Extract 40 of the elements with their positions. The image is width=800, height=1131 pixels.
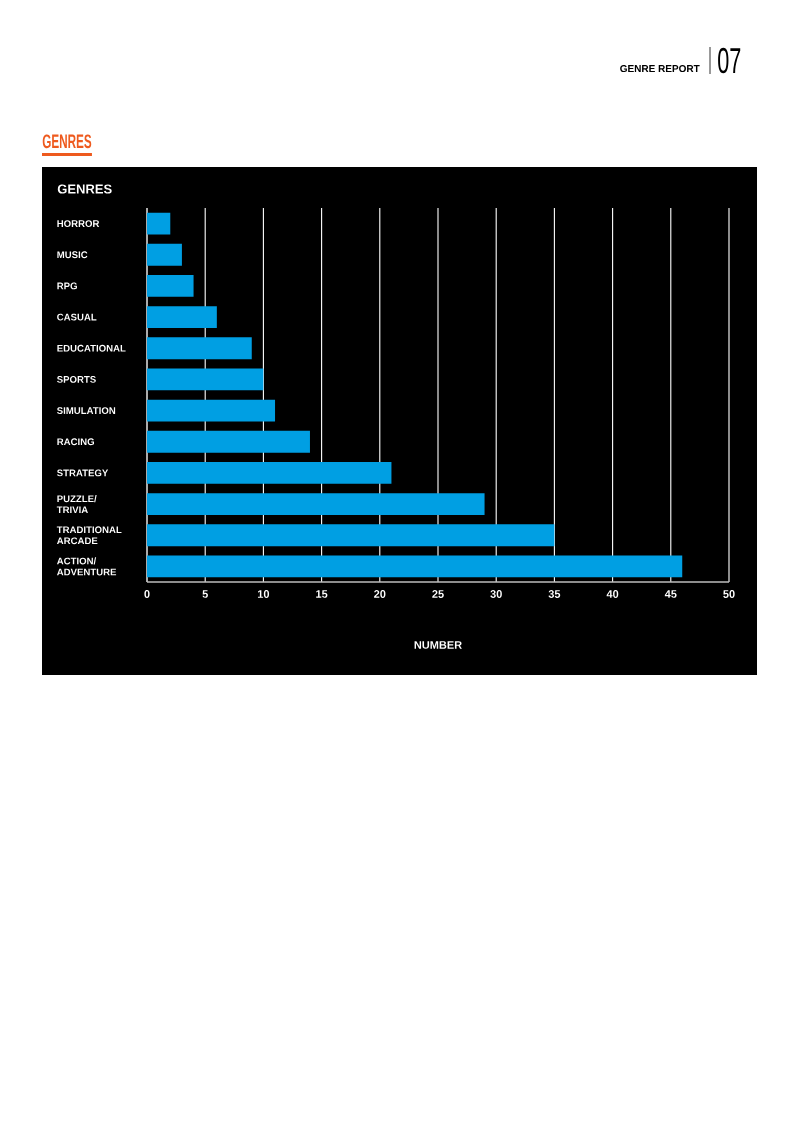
bar [147, 337, 252, 360]
chart-title: GENRES [42, 134, 92, 149]
x-axis-title: NUMBER [414, 641, 462, 649]
bar [147, 399, 276, 422]
bar [147, 493, 485, 515]
y-tick-label: RPG [57, 282, 77, 290]
x-tick-label: 0 [144, 590, 150, 598]
y-tick-label: PUZZLE/TRIVIA [56, 495, 97, 514]
bar [147, 524, 555, 547]
bar [147, 306, 217, 328]
x-tick-label: 10 [257, 590, 270, 598]
y-tick-label: MUSIC [57, 251, 88, 259]
x-tick-label: 50 [723, 590, 735, 598]
bar [147, 275, 194, 297]
bar [147, 368, 264, 391]
y-tick-label: SPORTS [57, 376, 96, 383]
x-tick-label: 35 [548, 590, 561, 598]
text: 07 [718, 47, 741, 74]
bar [147, 462, 392, 484]
bar [147, 430, 310, 453]
y-tick-label: TRADITIONAL ARCADE [56, 526, 122, 545]
y-tick-label: CASUAL [57, 313, 97, 321]
x-tick-label: 20 [374, 590, 386, 598]
bar [147, 243, 182, 266]
y-tick-label: RACING [57, 438, 95, 446]
x-tick-label: 15 [316, 590, 328, 598]
bar [147, 555, 683, 578]
x-tick-label: 5 [202, 590, 208, 598]
x-tick-label: 45 [664, 590, 677, 598]
y-tick-label: EDUCATIONAL [57, 344, 126, 352]
y-tick-label: ACTION/ADVENTURE [56, 557, 117, 576]
y-tick-label: HORROR [57, 220, 100, 227]
y-tick-label: SIMULATION [57, 407, 116, 414]
y-tick-label: STRATEGY [57, 469, 109, 477]
x-tick-label: 25 [432, 590, 444, 598]
x-tick-label: 30 [490, 590, 502, 598]
x-tick-label: 40 [606, 590, 619, 598]
bar [147, 212, 171, 235]
y-axis-title: GENRES [57, 184, 112, 194]
text: GENRE REPORT [620, 65, 700, 73]
